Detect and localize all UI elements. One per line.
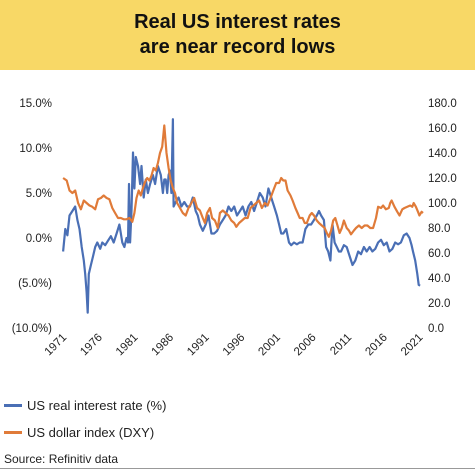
- y-right-tick-label: 140.0: [428, 148, 457, 160]
- source-note: Source: Refinitiv data: [4, 452, 119, 466]
- y-right-tick-label: 160.0: [428, 123, 457, 135]
- x-tick-label: 2006: [292, 332, 319, 359]
- bottom-divider: [0, 468, 475, 469]
- legend-label-dxy: US dollar index (DXY): [27, 425, 155, 440]
- y-left-tick-label: 10.0%: [19, 143, 52, 155]
- y-right-tick-label: 40.0: [428, 273, 450, 285]
- series-line-real-rate: [62, 118, 421, 314]
- chart-plot-area: 15.0% 10.0% 5.0% 0.0% (5.0%) (10.0%) 180.0 160.…: [12, 98, 457, 359]
- legend-item-dxy: US dollar index (DXY): [4, 425, 154, 440]
- x-tick-label: 1991: [185, 332, 212, 359]
- x-tick-label: 2001: [256, 332, 283, 359]
- x-tick-label: 2011: [328, 332, 354, 358]
- x-tick-label: 1971: [43, 332, 70, 359]
- legend-swatch-dxy: [4, 431, 22, 434]
- y-left-tick-label: (10.0%): [12, 323, 52, 335]
- y-right-tick-label: 60.0: [428, 248, 450, 260]
- x-tick-label: 1996: [221, 332, 248, 359]
- chart-title-line-1: Real US interest rates: [134, 11, 341, 33]
- legend-item-real-rate: US real interest rate (%): [4, 398, 166, 413]
- series-line-dxy: [62, 124, 424, 238]
- title-banner: Real US interest rates are near record l…: [0, 0, 475, 70]
- y-left-tick-label: 5.0%: [26, 188, 52, 200]
- y-right-tick-label: 80.0: [428, 223, 450, 235]
- y-right-tick-label: 20.0: [428, 298, 450, 310]
- y-left-tick-label: 0.0%: [26, 233, 52, 245]
- y-right-tick-label: 100.0: [428, 198, 457, 210]
- x-tick-label: 1981: [114, 332, 141, 359]
- y-right-tick-label: 120.0: [428, 173, 457, 185]
- legend-swatch-real-rate: [4, 404, 22, 407]
- x-tick-label: 2021: [399, 332, 426, 359]
- y-right-tick-label: 0.0: [428, 323, 444, 335]
- y-left-tick-label: (5.0%): [18, 278, 52, 290]
- legend-label-real-rate: US real interest rate (%): [27, 398, 167, 413]
- x-tick-label: 1986: [150, 332, 177, 359]
- chart-title-line-2: are near record lows: [139, 36, 336, 58]
- y-left-tick-label: 15.0%: [19, 98, 52, 110]
- x-tick-label: 1976: [78, 332, 105, 359]
- y-right-tick-label: 180.0: [428, 98, 457, 110]
- x-tick-label: 2016: [363, 332, 390, 359]
